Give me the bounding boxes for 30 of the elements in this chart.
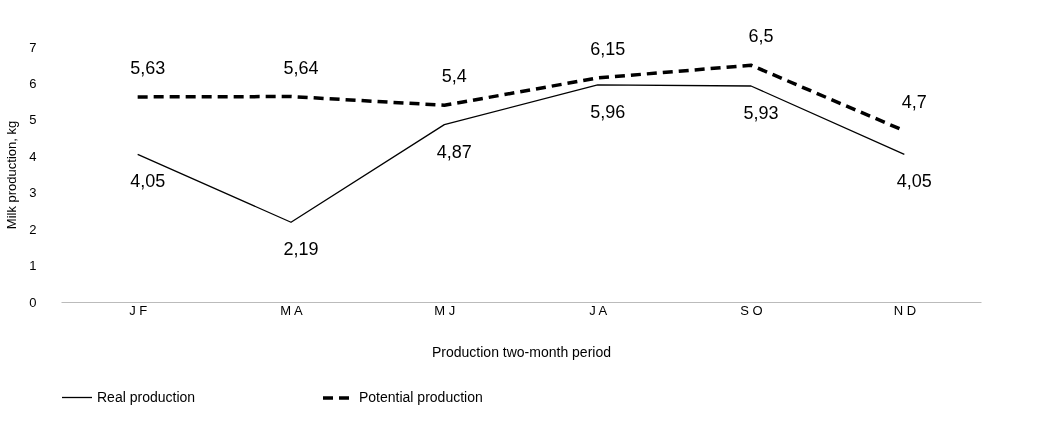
- y-tick-label: 6: [29, 75, 37, 91]
- data-label: 4,05: [130, 171, 166, 192]
- data-label: 5,93: [743, 102, 779, 123]
- data-label: 5,96: [590, 101, 626, 122]
- y-tick-label: 1: [29, 258, 37, 274]
- data-label: 4,05: [896, 171, 932, 192]
- data-label: 6,15: [590, 38, 626, 59]
- x-tick-label: M A: [280, 302, 304, 318]
- x-tick-label: M J: [434, 302, 456, 318]
- x-tick-label: N D: [893, 302, 917, 318]
- data-label: 2,19: [283, 239, 319, 260]
- data-label: 4,7: [901, 91, 927, 112]
- y-tick-label: 0: [29, 294, 37, 310]
- y-tick-label: 4: [29, 148, 37, 164]
- legend-label: Potential production: [359, 389, 483, 405]
- y-tick-label: 2: [29, 221, 37, 237]
- x-axis-title: Production two-month period: [432, 343, 611, 360]
- legend-label: Real production: [97, 388, 196, 405]
- y-tick-label: 7: [29, 39, 37, 55]
- data-label: 5,4: [441, 66, 467, 87]
- x-tick-label: S O: [740, 302, 763, 318]
- y-axis-title: Milk production, kg: [4, 120, 20, 230]
- y-tick-label: 3: [29, 185, 37, 201]
- x-tick-label: J F: [129, 302, 148, 318]
- data-label: 4,87: [436, 141, 472, 162]
- y-tick-label: 5: [29, 112, 37, 128]
- data-label: 5,64: [283, 57, 319, 78]
- data-label: 5,63: [130, 57, 166, 78]
- data-label: 6,5: [748, 26, 774, 47]
- x-tick-label: J A: [589, 302, 608, 318]
